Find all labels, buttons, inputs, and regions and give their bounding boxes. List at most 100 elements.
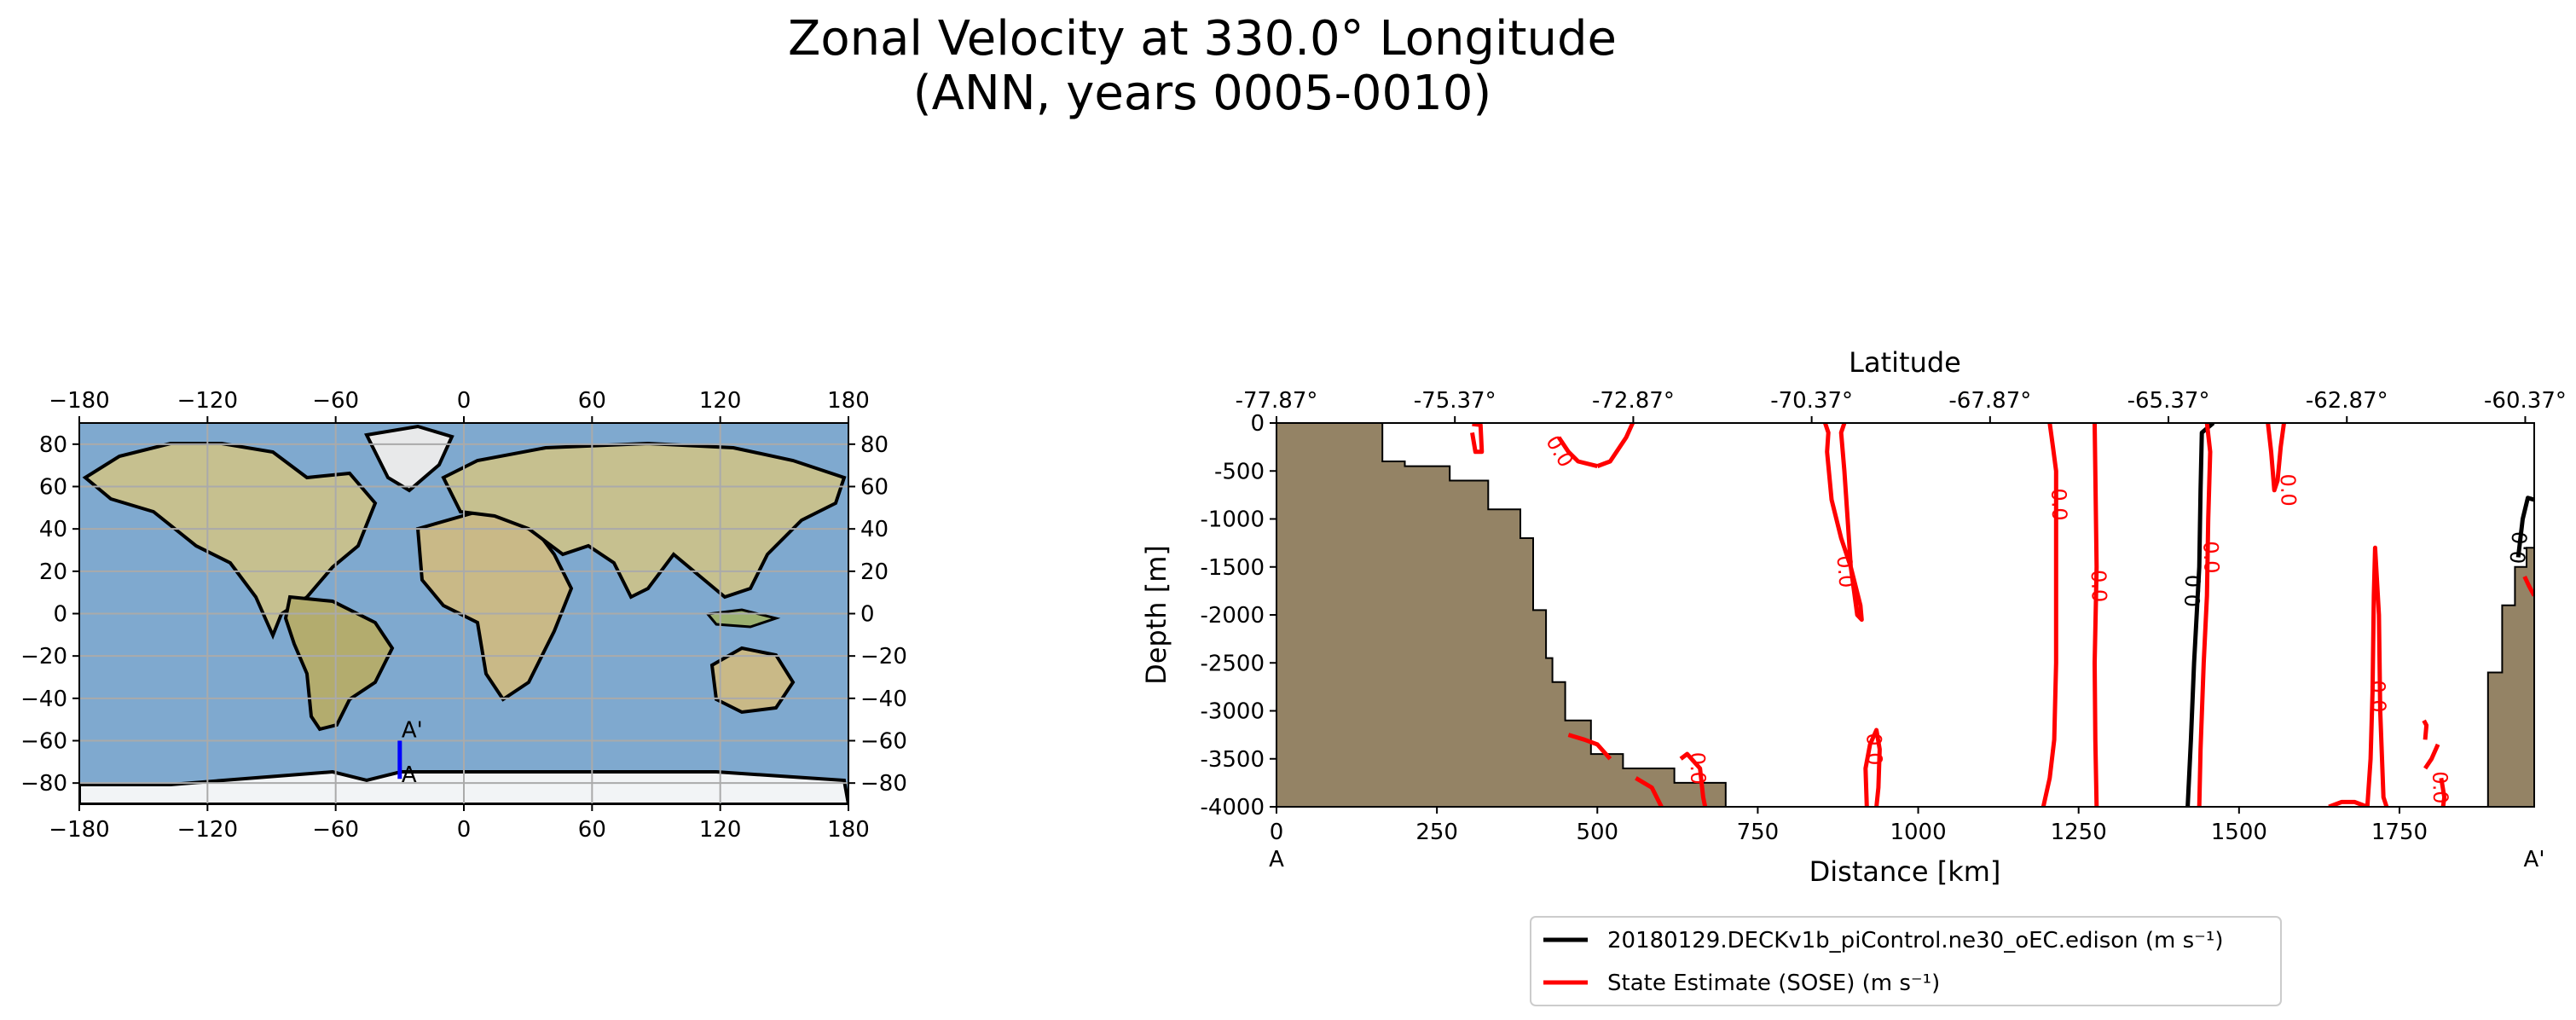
contour-labels: 0.00.00.00.00.00.00.00.00.00.00.00.0 <box>1541 432 2533 804</box>
map-left-tick-label: −20 <box>20 644 67 669</box>
top-tick-label: -77.87° <box>1236 388 1318 414</box>
contour-sose <box>1567 733 1612 761</box>
top-tick-label: -62.87° <box>2306 388 2388 414</box>
map-left-tick-label: 80 <box>39 432 67 458</box>
x-tick-label: 500 <box>1576 820 1618 845</box>
endpoint-label-a: A <box>1269 847 1284 872</box>
map-bottom-tick-label: −60 <box>312 817 359 843</box>
top-tick-label: -67.87° <box>1948 388 2031 414</box>
map-right-tick-label: 40 <box>860 517 889 542</box>
map-left-tick-label: −80 <box>20 771 67 797</box>
x-tick-label: 250 <box>1415 820 1458 845</box>
top-tick-label: -72.87° <box>1592 388 1675 414</box>
legend-label-model: 20180129.DECKv1b_piControl.ne30_oEC.edis… <box>1607 928 2223 953</box>
map-left-tick-label: 0 <box>53 602 67 628</box>
land-greenland <box>364 424 454 493</box>
map-left-tick-label: 20 <box>39 559 67 585</box>
map-background <box>79 423 848 804</box>
contour-sose <box>2522 575 2534 597</box>
bathymetry-left <box>1276 423 1727 807</box>
map-gridlines <box>79 423 848 804</box>
bathymetry-right <box>2486 547 2534 807</box>
map-bottom-tick-label: 60 <box>578 817 606 843</box>
contour-label: 0.0 <box>1685 751 1710 785</box>
contour-label: 0.0 <box>2428 771 2452 804</box>
contour-sose <box>2266 423 2286 493</box>
contour-model <box>2515 496 2534 558</box>
y-tick-label: -1000 <box>1200 507 1265 533</box>
transect-label-a-prime: A' <box>402 718 423 744</box>
contour-label: 0.0 <box>2046 488 2071 521</box>
contour-lines <box>1470 423 2534 807</box>
contour-sose <box>1823 423 1864 623</box>
map-top-tick-label: −120 <box>177 388 238 414</box>
top-tick-label: -75.37° <box>1414 388 1496 414</box>
legend: 20180129.DECKv1b_piControl.ne30_oEC.edis… <box>1530 916 2282 1006</box>
contour-sose <box>1863 727 1882 807</box>
map-right-tick-label: 80 <box>860 432 889 458</box>
map-bottom-tick-label: −120 <box>177 817 238 843</box>
map-bottom-tick-label: −180 <box>49 817 109 843</box>
top-axis-label: Latitude <box>1849 346 1961 379</box>
contour-label: 0.0 <box>2276 473 2301 507</box>
contour-sose <box>2365 545 2389 807</box>
map-bottom-tick-label: 0 <box>457 817 472 843</box>
contour-sose <box>2093 423 2099 807</box>
x-tick-label: 1250 <box>2051 820 2107 845</box>
endpoint-label-a-prime: A' <box>2524 847 2545 872</box>
plot-area: 0.00.00.00.00.00.00.00.00.00.00.00.0 <box>1276 423 2534 807</box>
section-plot: Latitude 0.0 0.0 0.0 0.0 0.0 0.0 0.0 0.0 0.0 0.0 0… <box>1140 346 2567 888</box>
map-top-tick-label: 60 <box>578 388 606 414</box>
y-tick-label: 0 <box>1250 411 1265 437</box>
contour-sose <box>1679 751 1708 807</box>
y-tick-label: -3000 <box>1200 699 1265 725</box>
legend-label-sose: State Estimate (SOSE) (m s⁻¹) <box>1607 971 1940 996</box>
figure-title-line-2: (ANN, years 0005-0010) <box>912 66 1492 121</box>
x-tick-label: 1750 <box>2371 820 2428 845</box>
top-tick-label: -70.37° <box>1770 388 1853 414</box>
y-tick-label: -1500 <box>1200 555 1265 581</box>
map-top-tick-label: 0 <box>457 388 472 414</box>
map-right-tick-label: −20 <box>860 644 907 669</box>
map-right-tick-label: −80 <box>860 771 907 797</box>
map-bottom-tick-label: 180 <box>827 817 870 843</box>
contour-sose <box>1470 423 1485 455</box>
map-bottom-tick-label: 120 <box>699 817 742 843</box>
contour-sose <box>2422 719 2429 740</box>
map-right-tick-label: −40 <box>860 687 907 712</box>
land-eurasia <box>441 441 847 600</box>
contour-label: 0.0 <box>2087 570 2111 603</box>
map-top-tick-label: −180 <box>49 388 109 414</box>
contour-sose <box>2423 743 2440 770</box>
contour-sose <box>2439 777 2447 807</box>
map-ticks: −180 −180 −120 −120 −60 −60 0 0 60 60 120 120 180 180… <box>20 388 907 843</box>
top-tick-label: -60.37° <box>2484 388 2567 414</box>
contour-sose <box>1596 423 1635 468</box>
map-top-tick-label: 120 <box>699 388 742 414</box>
y-tick-label: -2000 <box>1200 603 1265 629</box>
contour-label: 0.0 <box>2180 574 2205 607</box>
map-right-tick-label: 20 <box>860 559 889 585</box>
y-axis-label: Depth [m] <box>1140 545 1172 685</box>
x-axis-label: Distance [km] <box>1809 855 2001 888</box>
map-left-tick-label: −40 <box>20 687 67 712</box>
y-tick-label: -4000 <box>1200 795 1265 820</box>
transect-label-a: A <box>402 762 417 788</box>
x-tick-label: 0 <box>1270 820 1284 845</box>
x-tick-label: 750 <box>1737 820 1780 845</box>
map-right-tick-label: −60 <box>860 729 907 755</box>
map-top-tick-label: 180 <box>827 388 870 414</box>
contour-label: 0.0 <box>1861 733 1886 766</box>
map-right-tick-label: 0 <box>860 602 875 628</box>
y-tick-label: -3500 <box>1200 747 1265 773</box>
contour-label: 0.0 <box>1832 554 1858 588</box>
map-left-tick-label: 40 <box>39 517 67 542</box>
contour-sose <box>1557 436 1598 469</box>
contour-label: 0.0 <box>2365 680 2390 713</box>
section-ticks: 0 250 500 750 1000 1250 1500 1750 0 -500 -1000 -150… <box>1200 388 2566 845</box>
contour-label: 0.0 <box>2506 530 2533 565</box>
contour-sose <box>1635 776 1664 807</box>
y-tick-label: -500 <box>1214 459 1265 484</box>
contour-sose <box>2328 799 2369 807</box>
